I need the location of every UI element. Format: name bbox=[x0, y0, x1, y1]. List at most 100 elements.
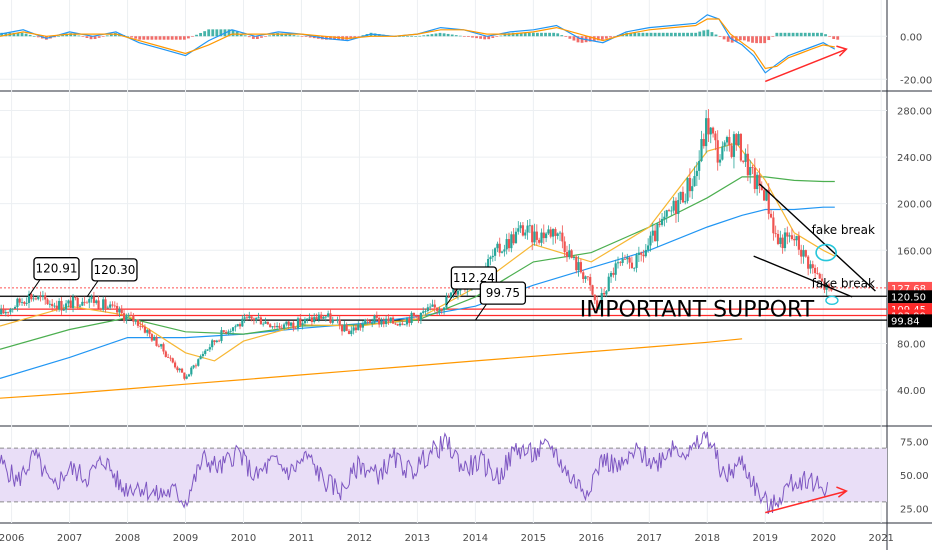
candle-body bbox=[765, 189, 768, 201]
candle-body bbox=[18, 298, 21, 303]
candle-body bbox=[280, 327, 283, 329]
candle-body bbox=[401, 323, 404, 325]
macd-histogram-bar bbox=[613, 36, 616, 37]
macd-histogram-bar bbox=[142, 36, 146, 40]
candle-body bbox=[322, 316, 325, 319]
price-label-box bbox=[888, 314, 932, 328]
candle-body bbox=[48, 303, 51, 305]
macd-histogram-bar bbox=[264, 36, 267, 37]
macd-histogram-bar bbox=[511, 32, 515, 37]
candle-body bbox=[651, 230, 654, 236]
candle-body bbox=[700, 139, 703, 162]
candle-body bbox=[317, 314, 320, 320]
candle-body bbox=[357, 325, 360, 331]
macd-histogram-bar bbox=[783, 32, 787, 37]
macd-histogram-bar bbox=[243, 35, 247, 37]
candle-body bbox=[405, 318, 409, 325]
candle-body bbox=[71, 296, 75, 308]
candle-body bbox=[218, 340, 221, 342]
macd-histogram-bar bbox=[219, 29, 223, 37]
fake-break-circle-lower bbox=[825, 295, 839, 306]
x-axis-tick-label: 2012 bbox=[347, 533, 372, 544]
macd-histogram-bar bbox=[251, 36, 255, 39]
candle-body bbox=[547, 229, 550, 234]
candle-body bbox=[633, 267, 636, 269]
macd-line bbox=[0, 14, 836, 74]
macd-histogram-bar bbox=[4, 32, 8, 37]
candle-body bbox=[684, 201, 687, 203]
candle-body bbox=[528, 225, 531, 227]
candle-body bbox=[183, 372, 186, 379]
macd-histogram-bar bbox=[799, 32, 803, 37]
macd-histogram-bar bbox=[580, 36, 584, 43]
macd-histogram-bar bbox=[69, 33, 73, 37]
macd-histogram-bar bbox=[81, 36, 85, 37]
callout-pointer bbox=[86, 280, 99, 298]
candle-body bbox=[521, 225, 525, 236]
candle-body bbox=[730, 145, 733, 157]
macd-histogram-bar bbox=[637, 32, 641, 37]
candle-body bbox=[568, 250, 571, 258]
candle-body bbox=[433, 304, 436, 308]
macd-histogram-bar bbox=[710, 32, 714, 37]
candle-body bbox=[238, 324, 242, 327]
macd-histogram-bar bbox=[434, 33, 438, 37]
candle-body bbox=[788, 235, 791, 237]
candle-body bbox=[338, 319, 341, 326]
candle-body bbox=[605, 291, 608, 295]
macd-histogram-bar bbox=[475, 36, 478, 39]
candle-body bbox=[259, 317, 262, 325]
candle-body bbox=[27, 294, 31, 303]
candle-body bbox=[698, 161, 701, 171]
macd-histogram-bar bbox=[32, 36, 36, 37]
macd-histogram-bar bbox=[182, 36, 186, 40]
candle-body bbox=[229, 330, 232, 332]
macd-histogram-bar bbox=[471, 36, 474, 38]
candle-body bbox=[774, 233, 777, 235]
candle-body bbox=[13, 306, 17, 309]
macd-histogram-bar bbox=[600, 36, 604, 40]
macd-histogram-bar bbox=[499, 35, 503, 37]
candle-body bbox=[324, 316, 327, 318]
macd-histogram-bar bbox=[89, 36, 93, 40]
macd-divergence-arrow bbox=[764, 48, 847, 83]
candle-body bbox=[92, 296, 96, 303]
macd-histogram-bar bbox=[564, 36, 568, 37]
macd-histogram-bar bbox=[85, 36, 89, 38]
candle-body bbox=[331, 319, 334, 323]
candle-body bbox=[398, 323, 402, 326]
macd-histogram-bar bbox=[304, 36, 308, 37]
macd-histogram-bar bbox=[742, 36, 746, 41]
callout-label: 120.91 bbox=[35, 262, 77, 276]
macd-histogram-bar bbox=[292, 35, 296, 37]
candle-body bbox=[691, 186, 694, 192]
moving-average-line-4 bbox=[0, 338, 743, 399]
candle-body bbox=[41, 295, 45, 297]
x-axis-tick-label: 2018 bbox=[695, 533, 720, 544]
macd-histogram-bar bbox=[211, 29, 215, 37]
candle-body bbox=[545, 233, 548, 239]
candle-body bbox=[535, 231, 538, 240]
rsi-line bbox=[0, 430, 829, 515]
candle-body bbox=[751, 167, 754, 168]
macd-histogram-bar bbox=[0, 32, 4, 37]
candle-body bbox=[549, 229, 552, 237]
callout-pointer bbox=[28, 279, 41, 296]
macd-histogram-bar bbox=[467, 36, 470, 37]
macd-histogram-bar bbox=[568, 36, 572, 39]
candle-body bbox=[306, 318, 309, 320]
x-axis-tick-label: 2020 bbox=[811, 533, 836, 544]
macd-histogram-bar bbox=[150, 36, 154, 40]
candle-body bbox=[415, 315, 418, 317]
candle-body bbox=[579, 262, 582, 273]
macd-histogram-bar bbox=[329, 36, 332, 40]
macd-signal-line bbox=[0, 18, 835, 70]
macd-histogram-bar bbox=[682, 32, 685, 37]
candle-body bbox=[447, 296, 450, 298]
candle-body bbox=[104, 299, 107, 309]
candle-body bbox=[793, 238, 796, 241]
candle-body bbox=[514, 231, 518, 244]
macd-histogram-bar bbox=[231, 29, 235, 37]
macd-histogram-bar bbox=[430, 34, 434, 37]
candle-body bbox=[231, 327, 235, 331]
